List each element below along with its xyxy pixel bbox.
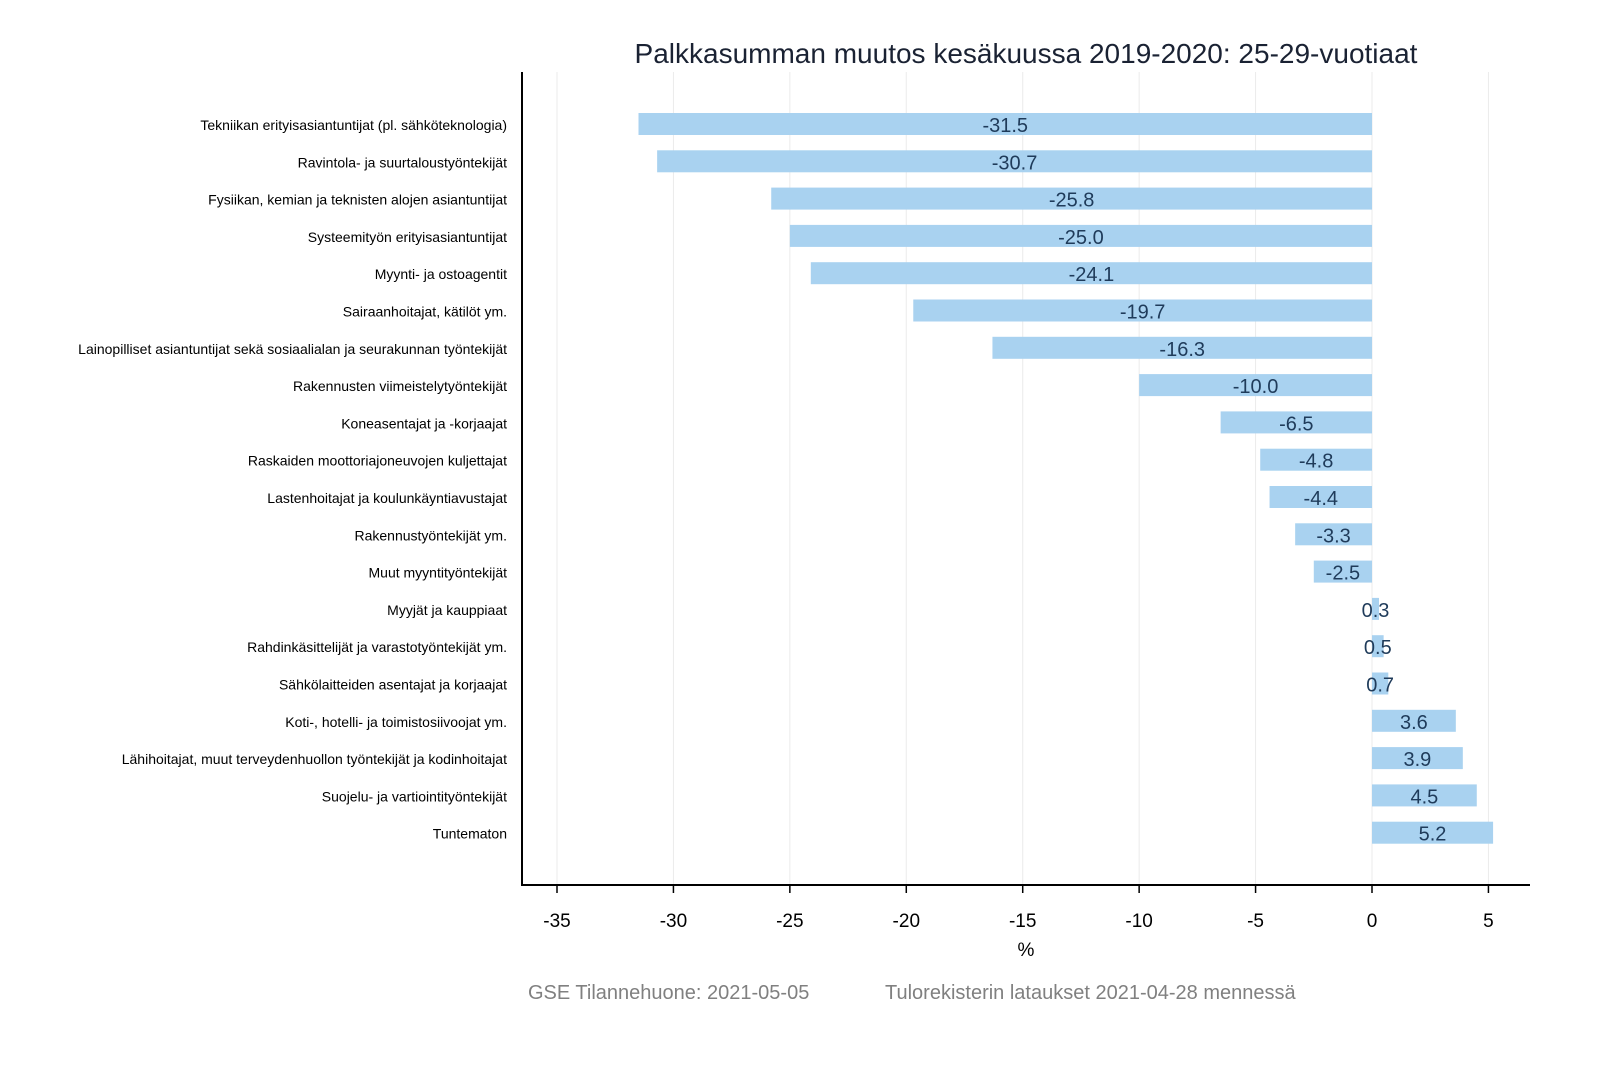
category-label: Systeemityön erityisasiantuntijat <box>308 229 507 245</box>
value-label: -4.8 <box>1299 451 1333 473</box>
category-label: Rakennustyöntekijät ym. <box>354 527 507 543</box>
value-label: -25.0 <box>1058 227 1104 249</box>
x-tick-label: -25 <box>776 911 803 932</box>
caption-note: Tulorekisterin lataukset 2021-04-28 menn… <box>885 982 1296 1004</box>
bar <box>789 224 1372 247</box>
value-label: -10.0 <box>1233 376 1279 398</box>
value-label: -25.8 <box>1049 190 1095 212</box>
x-tick-label: 5 <box>1483 911 1494 932</box>
category-label: Rakennusten viimeistelytyöntekijät <box>293 378 507 394</box>
category-label: Suojelu- ja vartiointityöntekijät <box>322 788 507 804</box>
value-label: 3.6 <box>1400 712 1428 734</box>
bar <box>1220 411 1372 434</box>
category-labels: Tekniikan erityisasiantuntijat (pl. sähk… <box>78 117 507 842</box>
value-label: 0.7 <box>1366 675 1394 697</box>
category-label: Muut myyntityöntekijät <box>369 565 508 581</box>
value-label: -24.1 <box>1069 264 1115 286</box>
category-label: Raskaiden moottoriajoneuvojen kuljettaja… <box>248 453 507 469</box>
bars <box>638 113 1494 844</box>
value-label: -2.5 <box>1326 563 1360 585</box>
bar <box>1269 486 1372 508</box>
x-tick-label: -5 <box>1247 911 1264 932</box>
bar <box>1372 672 1389 695</box>
category-label: Lastenhoitajat ja koulunkäyntiavustajat <box>267 490 507 506</box>
value-label: 4.5 <box>1410 786 1438 808</box>
x-tick-label: -30 <box>660 911 687 932</box>
bar <box>1372 709 1456 732</box>
value-label: 5.2 <box>1419 824 1447 846</box>
category-label: Ravintola- ja suurtaloustyöntekijät <box>298 154 507 170</box>
category-label: Rahdinkäsittelijät ja varastotyöntekijät… <box>247 639 507 655</box>
category-label: Lähihoitajat, muut terveydenhuollon työn… <box>122 751 507 767</box>
bar <box>657 150 1372 173</box>
category-label: Tekniikan erityisasiantuntijat (pl. sähk… <box>200 117 507 133</box>
category-label: Lainopilliset asiantuntijat sekä sosiaal… <box>78 341 507 357</box>
x-tick-label: -10 <box>1125 911 1152 932</box>
value-label: 0.5 <box>1364 637 1392 659</box>
category-label: Sähkölaitteiden asentajat ja korjaajat <box>279 677 507 693</box>
x-tick-label: -35 <box>543 911 570 932</box>
x-tick-label: 0 <box>1367 911 1378 932</box>
bar <box>1372 784 1477 807</box>
value-label: -31.5 <box>982 115 1028 137</box>
bar <box>992 336 1372 359</box>
category-label: Sairaanhoitajat, kätilöt ym. <box>343 304 507 320</box>
category-label: Myyjät ja kauppiaat <box>387 602 507 618</box>
bar <box>810 262 1372 285</box>
value-label: -6.5 <box>1279 413 1313 435</box>
x-axis-label: % <box>1018 940 1035 961</box>
bar <box>1139 374 1372 397</box>
value-label: -19.7 <box>1120 302 1166 324</box>
category-label: Myynti- ja ostoagentit <box>375 266 507 282</box>
chart-title: Palkkasumman muutos kesäkuussa 2019-2020… <box>635 38 1418 69</box>
bar <box>1372 597 1379 620</box>
bar <box>638 113 1372 135</box>
value-label: 3.9 <box>1404 749 1432 771</box>
value-label: -30.7 <box>992 152 1038 174</box>
bar <box>1295 523 1372 546</box>
value-label: -4.4 <box>1304 488 1338 510</box>
bar <box>913 299 1372 322</box>
category-label: Koti-, hotelli- ja toimistosiivoojat ym. <box>285 714 507 730</box>
value-label: 0.3 <box>1362 600 1390 622</box>
category-label: Tuntematon <box>433 826 507 842</box>
caption-source: GSE Tilannehuone: 2021-05-05 <box>528 982 809 1004</box>
bar <box>1313 560 1372 583</box>
bar <box>1260 448 1372 471</box>
value-label: -16.3 <box>1159 339 1205 361</box>
category-label: Fysiikan, kemian ja teknisten alojen asi… <box>208 192 507 208</box>
x-tick-label: -15 <box>1009 911 1036 932</box>
bar <box>1372 821 1494 844</box>
bar <box>1372 747 1463 770</box>
x-axis-ticks: -35 -30 -25 -20 -15 -10 -5 0 5 <box>543 885 1494 932</box>
bar <box>1372 635 1384 658</box>
bar <box>771 187 1372 210</box>
value-labels: -31.5 -30.7 -25.8 -25.0 -24.1-19.7 -16.3 -10.0… <box>982 115 1446 846</box>
x-tick-label: -20 <box>893 911 920 932</box>
category-label: Koneasentajat ja -korjaajat <box>341 415 507 431</box>
value-label: -3.3 <box>1316 525 1350 547</box>
